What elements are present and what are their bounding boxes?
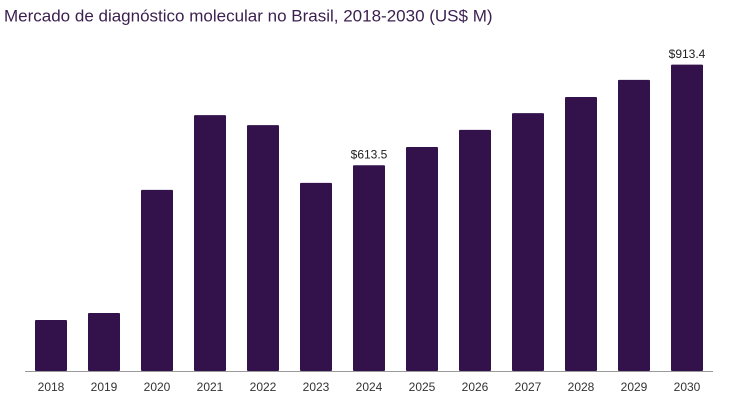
- data-label: $913.4: [669, 47, 706, 61]
- chart-title: Mercado de diagnóstico molecular no Bras…: [4, 6, 493, 25]
- x-tick-label: 2027: [515, 380, 542, 394]
- bar: [459, 129, 491, 371]
- x-tick-label: 2018: [38, 380, 65, 394]
- x-tick-label: 2021: [197, 380, 224, 394]
- bar: [141, 189, 173, 371]
- bar: [512, 113, 544, 372]
- x-tick-label: 2030: [674, 380, 701, 394]
- x-tick-label: 2026: [462, 380, 489, 394]
- x-tick-label: 2023: [303, 380, 330, 394]
- x-tick-label: 2029: [621, 380, 648, 394]
- bar: [406, 146, 438, 371]
- bar: [353, 165, 385, 371]
- x-tick-label: 2028: [568, 380, 595, 394]
- bar: [618, 79, 650, 371]
- bar: [194, 115, 226, 371]
- x-tick-label: 2025: [409, 380, 436, 394]
- bar: [671, 64, 703, 372]
- bar: [88, 312, 120, 371]
- x-tick-label: 2024: [356, 380, 383, 394]
- bar: [35, 320, 67, 371]
- data-label: $613.5: [351, 147, 388, 161]
- bar: [300, 182, 332, 371]
- x-tick-label: 2020: [144, 380, 171, 394]
- x-tick-label: 2019: [91, 380, 118, 394]
- x-tick-label: 2022: [250, 380, 277, 394]
- bar: [565, 96, 597, 371]
- bar: [247, 125, 279, 372]
